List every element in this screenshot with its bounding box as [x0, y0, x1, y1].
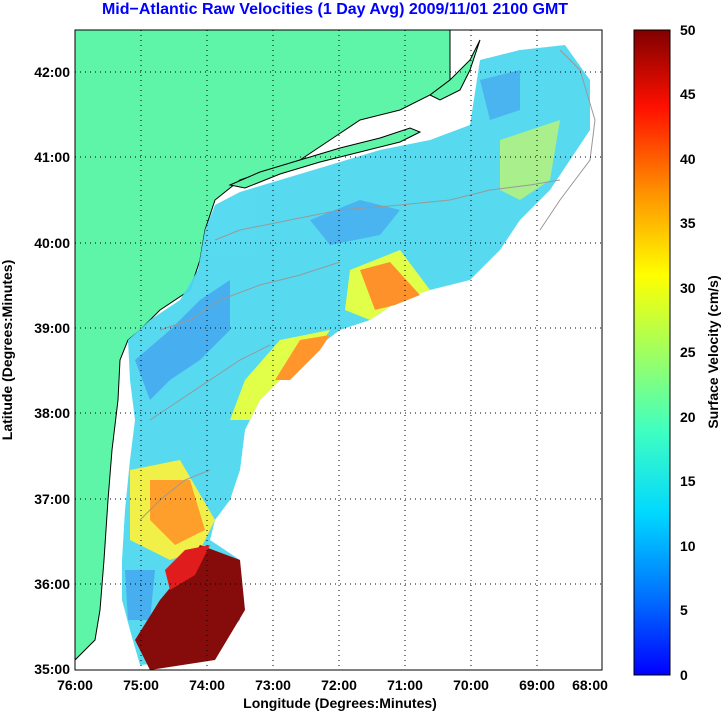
- x-tick: 72:00: [321, 677, 357, 693]
- cape-cod: [429, 39, 481, 101]
- colorbar-tick: 45: [680, 86, 696, 102]
- y-tick-labels: 42:00 41:00 40:00 39:00 38:00 37:00 36:0…: [34, 64, 70, 677]
- colorbar-tick: 40: [680, 151, 696, 167]
- map-title: Mid−Atlantic Raw Velocities (1 Day Avg) …: [101, 1, 569, 18]
- x-tick: 71:00: [387, 677, 423, 693]
- y-tick: 41:00: [34, 149, 70, 165]
- y-tick: 39:00: [34, 320, 70, 336]
- colorbar-tick: 30: [680, 280, 696, 296]
- velocity-field: [122, 45, 590, 670]
- colorbar-ticks: 50 45 40 35 30 25 20 15 10 5 0: [680, 22, 696, 683]
- colorbar-tick: 10: [680, 538, 696, 554]
- colorbar-tick: 0: [680, 667, 688, 683]
- x-tick: 70:00: [453, 677, 489, 693]
- x-tick: 73:00: [255, 677, 291, 693]
- y-tick: 35:00: [34, 661, 70, 677]
- colorbar-tick: 5: [680, 602, 688, 618]
- colorbar-tick: 15: [680, 473, 696, 489]
- x-tick: 75:00: [123, 677, 159, 693]
- colorbar-tick: 35: [680, 215, 696, 231]
- grid-lines: [75, 30, 602, 670]
- x-tick: 74:00: [189, 677, 225, 693]
- colorbar: [633, 29, 671, 676]
- colorbar-tick: 20: [680, 409, 696, 425]
- y-tick: 40:00: [34, 235, 70, 251]
- x-axis-label: Longitude (Degrees:Minutes): [243, 695, 437, 711]
- y-tick: 42:00: [34, 64, 70, 80]
- y-tick: 37:00: [34, 491, 70, 507]
- x-tick-labels: 76:00 75:00 74:00 73:00 72:00 71:00 70:0…: [57, 677, 608, 693]
- x-tick: 76:00: [57, 677, 93, 693]
- y-tick: 38:00: [34, 405, 70, 421]
- plot-frame: [74, 29, 603, 671]
- y-tick: 36:00: [34, 576, 70, 592]
- y-axis-label: Latitude (Degrees:Minutes): [0, 260, 15, 440]
- x-tick: 68:00: [572, 677, 608, 693]
- colorbar-tick: 50: [680, 22, 696, 38]
- bathymetry-contours: [139, 49, 596, 521]
- long-island: [228, 127, 422, 189]
- x-tick: 69:00: [519, 677, 555, 693]
- colorbar-label: Surface Velocity (cm/s): [705, 275, 721, 428]
- colorbar-tick: 25: [680, 344, 696, 360]
